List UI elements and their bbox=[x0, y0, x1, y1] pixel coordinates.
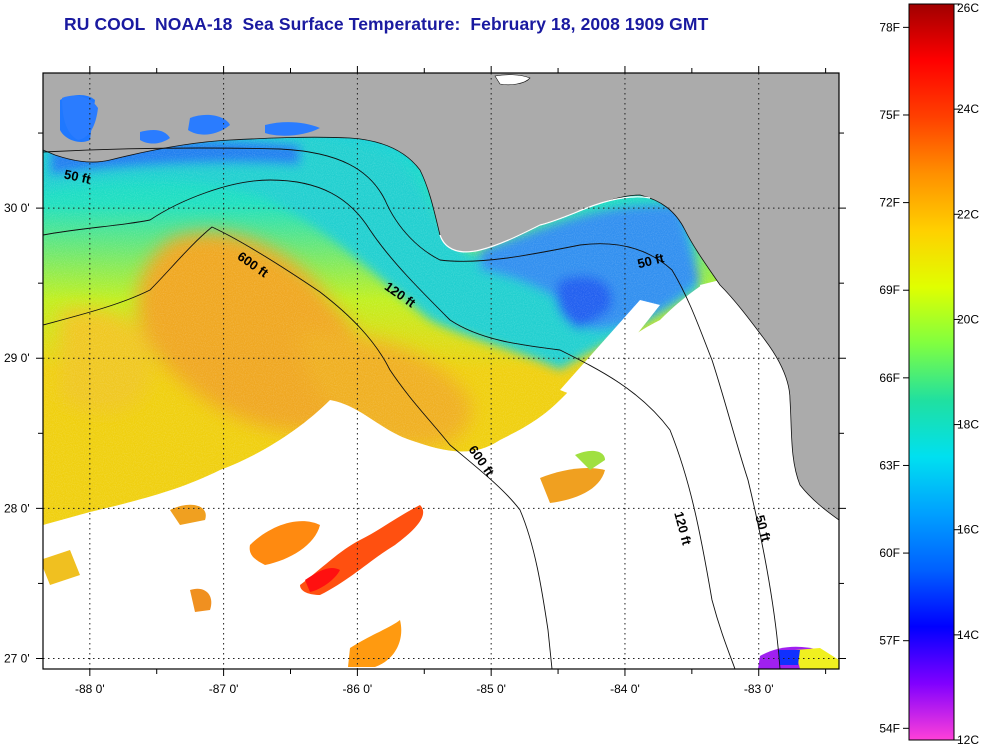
celsius-label: 18C bbox=[957, 418, 979, 432]
fahrenheit-label: 57F bbox=[879, 634, 900, 648]
lon-label: -83 0' bbox=[744, 682, 774, 696]
contour-label: 50 ft bbox=[752, 513, 774, 543]
lon-label: -85 0' bbox=[476, 682, 506, 696]
lon-label: -86 0' bbox=[343, 682, 373, 696]
lon-label: -84 0' bbox=[610, 682, 640, 696]
florida-peninsula-coast bbox=[439, 196, 651, 253]
map-title: RU COOL NOAA-18 Sea Surface Temperature:… bbox=[64, 14, 709, 34]
celsius-label: 26C bbox=[957, 1, 979, 15]
celsius-label: 12C bbox=[957, 733, 979, 747]
lon-label: -87 0' bbox=[209, 682, 239, 696]
axis-ticks bbox=[36, 66, 846, 676]
contour-label: 50 ft bbox=[636, 250, 666, 271]
fahrenheit-label: 72F bbox=[879, 196, 900, 210]
lat-label: 29 0' bbox=[4, 351, 30, 365]
colorbar: 26C 24C 22C 20C 18C 16C 14C 12C 78F 75F 72F 69F 66F 6… bbox=[879, 1, 979, 747]
cloud-streak bbox=[560, 300, 660, 400]
celsius-label: 22C bbox=[957, 207, 979, 221]
celsius-label: 20C bbox=[957, 312, 979, 326]
lake-island bbox=[494, 74, 531, 86]
cloud-mask-south bbox=[43, 285, 839, 669]
fahrenheit-label: 66F bbox=[879, 371, 900, 385]
axis-labels: -88 0' -87 0' -86 0' -85 0' -84 0' -83 0' 30 0… bbox=[4, 201, 774, 696]
celsius-label: 14C bbox=[957, 628, 979, 642]
bays bbox=[62, 95, 320, 144]
fahrenheit-label: 63F bbox=[879, 458, 900, 472]
fahrenheit-label: 69F bbox=[879, 283, 900, 297]
fahrenheit-label: 60F bbox=[879, 546, 900, 560]
fahrenheit-label: 75F bbox=[879, 108, 900, 122]
map-frame bbox=[42, 72, 840, 670]
contour-label: 50 ft bbox=[63, 167, 93, 187]
celsius-label: 16C bbox=[957, 523, 979, 537]
fahrenheit-label: 54F bbox=[879, 721, 900, 735]
depth-contours bbox=[43, 147, 781, 669]
fahrenheit-label: 78F bbox=[879, 20, 900, 34]
lon-label: -88 0' bbox=[75, 682, 105, 696]
celsius-label: 24C bbox=[957, 102, 979, 116]
lat-label: 28 0' bbox=[4, 501, 30, 515]
lat-label: 27 0' bbox=[4, 651, 30, 665]
lat-label: 30 0' bbox=[4, 201, 30, 215]
colorbar-scale bbox=[908, 3, 955, 741]
